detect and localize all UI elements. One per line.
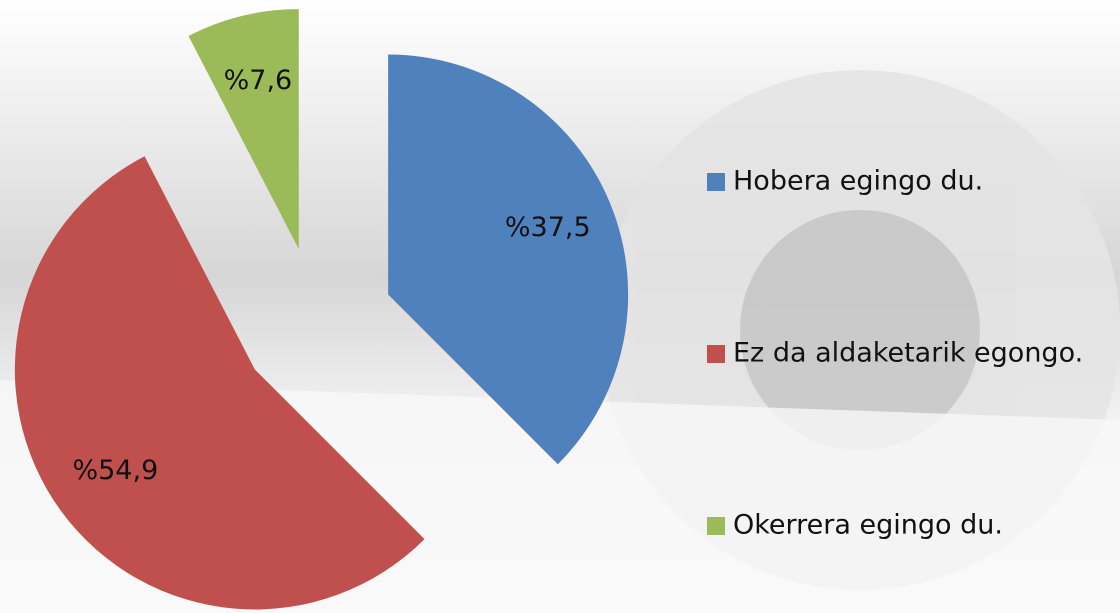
legend-label: Okerrera egingo du. [733,510,1003,541]
pie-slice [188,9,299,250]
legend-swatch [707,173,725,191]
legend: Hobera egingo du. Ez da aldaketarik egong… [707,166,1083,541]
pie: %37,5 %54,9 %7,6 [14,9,629,610]
legend-label: Hobera egingo du. [733,166,983,197]
legend-label: Ez da aldaketarik egongo. [733,338,1083,369]
legend-swatch [707,517,725,535]
pie-slice [14,156,425,610]
data-label: %54,9 [72,455,158,486]
data-label: %37,5 [505,212,591,243]
pie-slice [388,54,629,465]
legend-swatch [707,345,725,363]
data-label: %7,6 [224,65,293,96]
